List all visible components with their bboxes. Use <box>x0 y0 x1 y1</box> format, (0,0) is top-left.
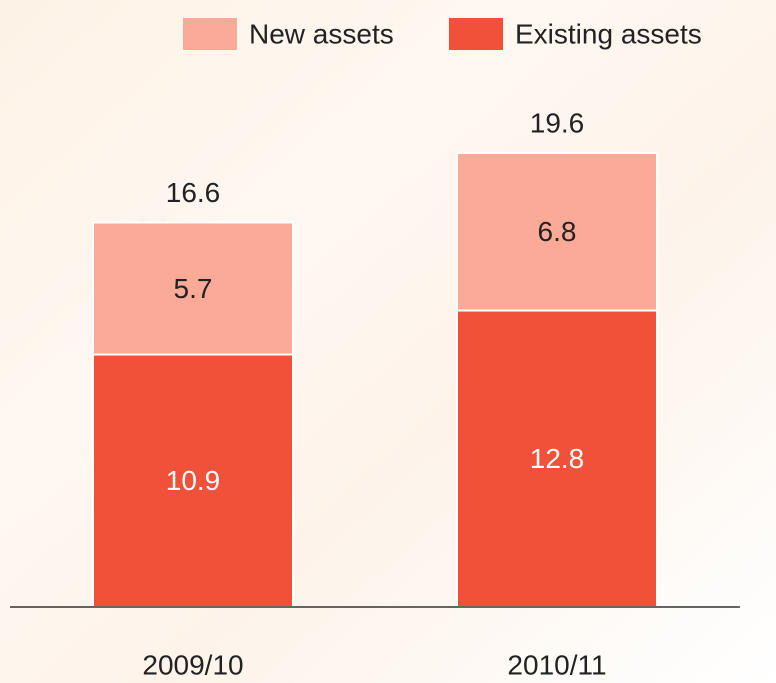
bar-segment <box>92 353 294 609</box>
legend-swatch <box>183 18 237 50</box>
value-label: 6.8 <box>538 216 577 247</box>
legend-swatch <box>449 18 503 50</box>
legend-label: Existing assets <box>515 18 702 49</box>
bar-segment <box>456 152 658 312</box>
bar-segment <box>456 309 658 608</box>
total-label: 16.6 <box>166 177 221 208</box>
x-tick-label: 2010/11 <box>507 649 606 680</box>
x-tick-label: 2009/10 <box>142 649 243 680</box>
total-label: 19.6 <box>530 107 585 138</box>
value-label: 10.9 <box>166 465 221 496</box>
value-label: 5.7 <box>174 273 213 304</box>
value-label: 12.8 <box>530 443 585 474</box>
legend-label: New assets <box>249 18 394 49</box>
bar-segment <box>92 221 294 356</box>
